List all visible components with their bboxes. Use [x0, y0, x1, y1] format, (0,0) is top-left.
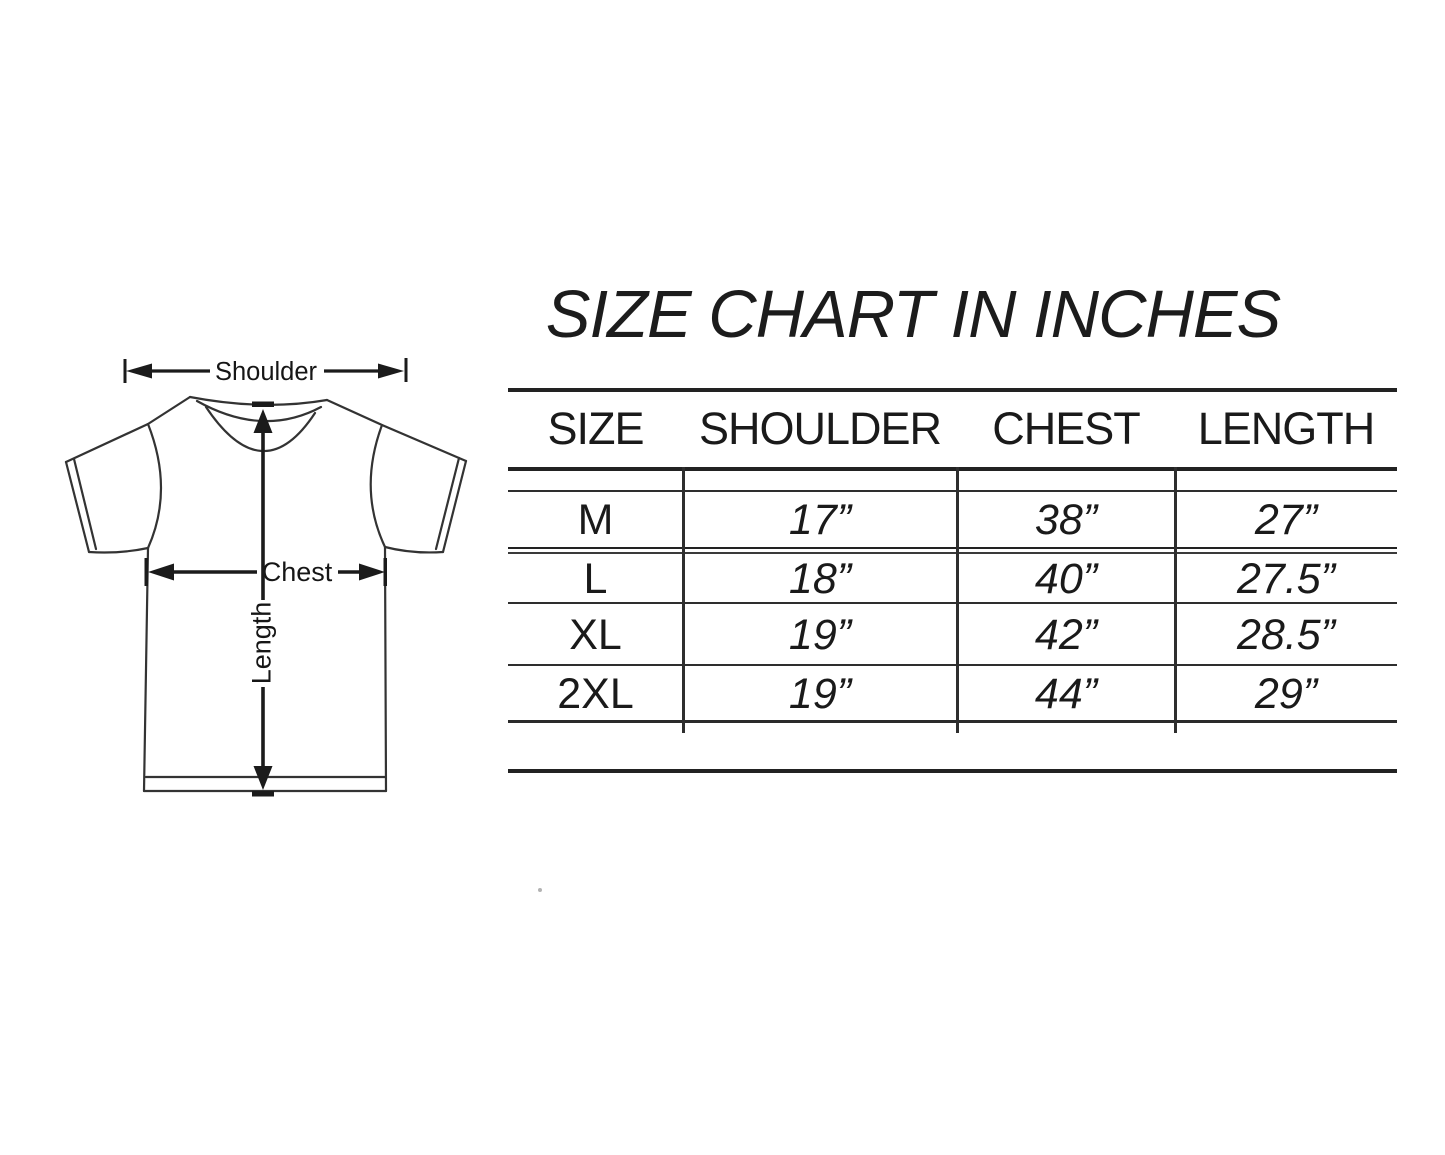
right-sleeve-bottom-line [383, 545, 445, 554]
left-armhole-seam [146, 422, 163, 550]
length-top-tick [252, 401, 274, 407]
column-header-shoulder: SHOULDER [698, 402, 942, 454]
chest-left-tick [144, 558, 148, 586]
length-dimension-label: Length [247, 602, 277, 685]
size-cell: L [583, 555, 608, 603]
size-cell: M [577, 495, 614, 544]
table-row-m: M 17” 38” 27” [508, 493, 1397, 547]
page-title: SIZE CHART IN INCHES [545, 277, 1281, 352]
length-cell: 27.5” [1236, 555, 1335, 603]
chest-cell: 40” [1034, 555, 1098, 603]
scan-noise-dot [538, 888, 542, 892]
length-cell: 28.5” [1236, 611, 1335, 659]
chest-dimension-label: Chest [262, 557, 333, 587]
table-column-divider-3 [1174, 467, 1177, 733]
table-rule-after-row-l [508, 602, 1397, 604]
chest-dimension-arrow [144, 558, 387, 586]
length-bottom-arrowhead [253, 766, 273, 790]
left-shoulder-line [64, 395, 192, 464]
body-right-edge [383, 545, 388, 793]
length-cell: 27” [1254, 495, 1318, 544]
left-cuff-outer-line [64, 460, 91, 554]
chest-cell: 42” [1034, 611, 1098, 659]
table-rule-after-row-2xl [508, 720, 1397, 723]
table-rule-after-row-m [508, 547, 1397, 554]
table-rule-after-row-xl [508, 664, 1397, 666]
shoulder-dimension-label: Shoulder [215, 358, 318, 386]
table-header-row: SIZE SHOULDER CHEST LENGTH [508, 392, 1397, 465]
table-row-xl: XL 19” 42” 28.5” [508, 607, 1397, 664]
shoulder-cell: 19” [788, 611, 852, 659]
table-rule-under-header [508, 467, 1397, 471]
chest-left-arrowhead [148, 563, 174, 581]
chest-cell: 38” [1034, 495, 1098, 544]
length-bottom-tick [252, 791, 274, 797]
shoulder-dimension-arrow [123, 358, 408, 383]
left-cuff-inner-line [72, 457, 98, 551]
table-rule-top [508, 388, 1397, 392]
right-armhole-seam [369, 423, 387, 549]
shoulder-right-arrowhead [378, 363, 404, 379]
chest-cell: 44” [1034, 669, 1098, 718]
shoulder-cell: 19” [788, 669, 852, 718]
size-cell: 2XL [557, 669, 634, 718]
table-row-2xl: 2XL 19” 44” 29” [508, 668, 1397, 720]
column-header-chest: CHEST [992, 402, 1141, 454]
shoulder-left-tick [123, 359, 127, 383]
right-cuff-outer-line [441, 459, 468, 554]
length-dimension-arrow [252, 401, 274, 797]
length-cell: 29” [1254, 669, 1318, 718]
chest-right-arrowhead [359, 563, 385, 581]
shoulder-left-arrowhead [126, 363, 152, 379]
table-column-divider-2 [956, 467, 959, 733]
body-left-edge [142, 546, 150, 793]
shoulder-cell: 17” [788, 495, 852, 544]
shoulder-cell: 18” [788, 555, 852, 603]
left-sleeve-bottom-line [87, 546, 150, 554]
column-header-length: LENGTH [1197, 402, 1376, 454]
table-row-l: L 18” 40” 27.5” [508, 555, 1397, 603]
right-cuff-inner-line [434, 456, 461, 551]
shoulder-right-tick [404, 358, 408, 382]
size-cell: XL [569, 611, 622, 659]
table-column-divider-1 [682, 467, 685, 733]
right-shoulder-line [325, 398, 468, 463]
chest-right-tick [383, 558, 387, 586]
length-top-arrowhead [253, 409, 273, 433]
tshirt-measurement-diagram: Shoulder Chest Length [64, 358, 468, 797]
table-rule-spacer [508, 490, 1397, 492]
table-rule-bottom [508, 769, 1397, 773]
column-header-size: SIZE [547, 402, 644, 454]
tshirt-outline-drawing [64, 395, 468, 793]
